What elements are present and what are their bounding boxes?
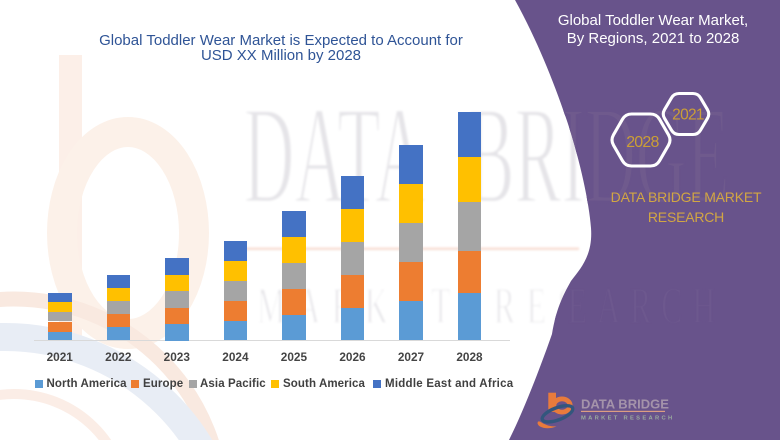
svg-text:DATA BRIDGE: DATA BRIDGE (581, 397, 669, 412)
svg-text:MARKET RESEARCH: MARKET RESEARCH (581, 416, 674, 422)
svg-text:2021: 2021 (672, 106, 704, 123)
svg-text:2028: 2028 (626, 134, 659, 151)
